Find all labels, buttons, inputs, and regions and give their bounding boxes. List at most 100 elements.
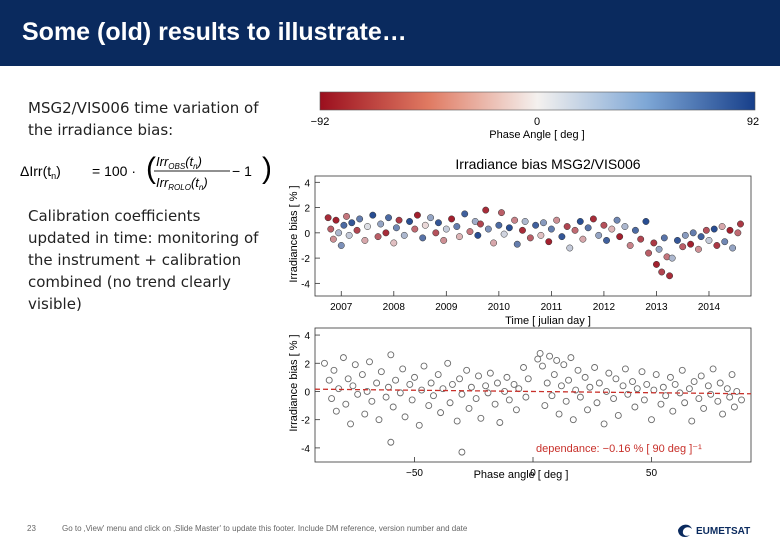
data-point: [399, 365, 407, 373]
data-point: [629, 378, 636, 386]
data-point: [657, 400, 665, 408]
data-point: [427, 379, 435, 387]
y-tick-label: 2: [304, 204, 310, 215]
data-point: [553, 356, 561, 364]
data-point: [576, 218, 584, 225]
data-point: [643, 380, 651, 388]
data-point: [659, 383, 667, 391]
data-point: [718, 223, 726, 230]
data-point: [490, 239, 498, 247]
data-point: [697, 372, 705, 380]
data-point: [662, 392, 670, 400]
colorbar-mid-label: 0: [534, 116, 540, 128]
data-point: [695, 395, 703, 402]
data-point: [539, 362, 546, 370]
y-tick-label: 4: [304, 331, 310, 342]
phase-angle-plot: 4 2 0 -2 -4 −50 0 50: [301, 327, 752, 479]
data-point: [439, 385, 447, 393]
data-point: [521, 218, 529, 225]
data-point: [325, 376, 333, 384]
footer-note: Go to ‚View' menu and click on ‚Slide Ma…: [62, 524, 468, 533]
header-bar: Some (old) results to illustrate…: [0, 0, 780, 66]
data-point: [714, 397, 722, 405]
data-point: [353, 226, 361, 234]
x-tick-label: 2014: [698, 302, 721, 313]
data-point: [519, 226, 526, 234]
time-plot-ylabel: Irradiance bias [ % ]: [288, 185, 300, 282]
phase-plot-ylabel: Irradiance bias [ % ]: [288, 334, 300, 431]
logo-text: EUMETSAT: [696, 526, 750, 537]
data-point: [329, 235, 337, 243]
data-point: [565, 376, 572, 384]
time-series-plot: 4 2 0 -2 -4 2007 2008 2009 2010 2011 2012 2013 2014: [301, 175, 752, 313]
data-point: [713, 242, 721, 249]
data-point: [669, 407, 677, 415]
data-point: [591, 364, 599, 371]
data-point: [444, 359, 452, 367]
data-point: [511, 216, 519, 224]
data-point: [532, 221, 540, 229]
data-point: [709, 365, 717, 373]
data-point: [408, 396, 416, 404]
data-point: [603, 236, 610, 244]
data-point: [548, 392, 556, 400]
data-point: [385, 214, 392, 222]
y-tick-label: -2: [301, 416, 310, 427]
logo-swirl-icon: [678, 524, 692, 538]
data-point: [555, 410, 563, 418]
data-point: [546, 352, 554, 360]
data-point: [351, 361, 359, 369]
time-axis-label: Time [ julian day ]: [505, 315, 591, 327]
data-point: [354, 390, 362, 398]
data-point: [610, 395, 618, 402]
data-point: [681, 399, 689, 407]
data-point: [484, 225, 492, 233]
data-point: [437, 409, 445, 417]
data-point: [375, 416, 383, 424]
x-tick-label: 2009: [435, 302, 458, 313]
figure-panel: −92 0 92 Phase Angle [ deg ] Irradiance …: [283, 88, 780, 508]
formula-close-paren: ): [262, 152, 270, 185]
data-point: [584, 406, 591, 414]
data-point: [332, 216, 340, 224]
x-tick-label: 2008: [383, 302, 406, 313]
data-point: [387, 438, 395, 446]
data-point: [586, 383, 594, 391]
data-point: [553, 216, 561, 224]
data-point: [621, 365, 629, 373]
data-point: [503, 373, 511, 381]
data-point: [660, 234, 668, 242]
data-point: [707, 390, 715, 398]
paragraph-time-variation: MSG2/VIS006 time variation of the irradi…: [28, 99, 259, 139]
data-point: [456, 233, 463, 241]
data-point: [505, 396, 513, 404]
data-point: [349, 382, 357, 390]
data-point: [563, 223, 571, 230]
irradiance-bias-formula: ΔIrr(tn) = 100 · ( IrrOBS(tn) IrrROLO(tn…: [20, 152, 270, 192]
data-point: [688, 417, 696, 425]
formula-numerator: IrrOBS(tn): [156, 154, 202, 171]
y-tick-label: 0: [304, 229, 310, 240]
data-point: [363, 388, 371, 395]
data-point: [589, 215, 597, 223]
data-point: [621, 223, 629, 230]
formula-factor: = 100 ·: [92, 163, 136, 179]
data-point: [572, 386, 580, 394]
data-point: [566, 244, 574, 252]
data-point: [345, 231, 353, 239]
x-tick-label: 0: [530, 468, 536, 479]
data-point: [704, 382, 712, 390]
data-point: [373, 379, 381, 387]
data-point: [687, 240, 695, 248]
fit-line: [314, 388, 752, 395]
data-point: [513, 240, 521, 248]
formula-open-paren: (: [146, 152, 156, 185]
data-point: [477, 220, 484, 228]
data-point: [534, 355, 542, 363]
data-point: [415, 421, 423, 429]
data-point: [729, 244, 737, 252]
data-point: [453, 417, 461, 425]
data-point: [396, 389, 404, 397]
data-point: [392, 376, 400, 384]
data-point: [716, 379, 724, 387]
